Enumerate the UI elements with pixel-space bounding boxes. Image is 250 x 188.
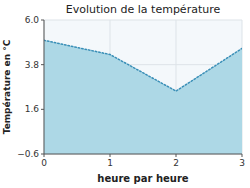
x-axis-line [44,154,242,155]
grid-line [44,154,242,155]
y-tick-label: 1.6 [25,104,40,114]
x-tick-label: 0 [41,158,47,168]
line [44,40,242,91]
marks [44,40,242,154]
grid-line [44,20,45,154]
y-axis-label: Température en °C [2,39,12,134]
x-tick [176,154,177,157]
grid-line [44,20,242,21]
chart-container: 0 1 2 3 −0.6 1.6 3.8 6.0 Evolution de la tempéra… [0,0,250,188]
y-tick [41,154,44,155]
x-tick-label: 2 [173,158,179,168]
y-tick-label: 3.8 [25,60,40,70]
y-tick-label: −0.6 [17,149,39,159]
grid [44,20,242,154]
y-tick [41,64,44,65]
y-tick-label: 6.0 [25,15,40,25]
plot-background [44,20,242,154]
title: Evolution de la température [66,3,221,16]
x-axis-label: heure par heure [97,173,188,184]
y-tick [41,20,44,21]
chart-svg: 0 1 2 3 −0.6 1.6 3.8 6.0 Evolution de la tempéra… [0,0,250,188]
x-tick-label: 1 [107,158,113,168]
x-tick [110,154,111,157]
x-tick-label: 3 [239,158,245,168]
y-tick [41,109,44,110]
area [44,40,242,154]
x-tick [242,154,243,157]
y-axis-line [44,20,45,154]
axes: 0 1 2 3 −0.6 1.6 3.8 6.0 [17,15,245,168]
